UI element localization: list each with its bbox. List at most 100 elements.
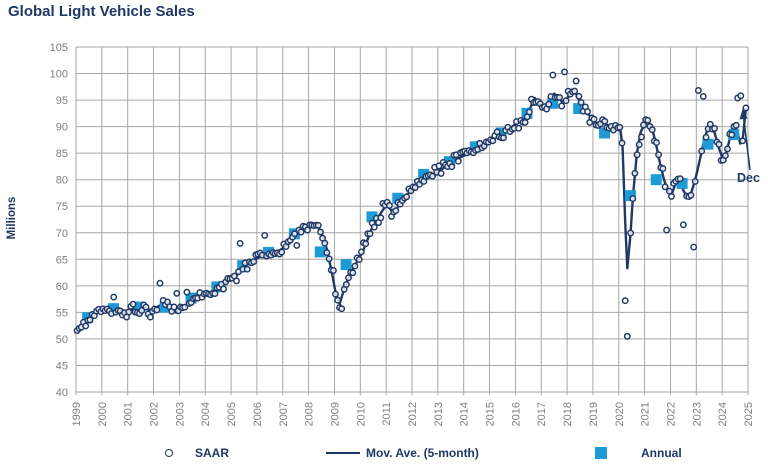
svg-text:2000: 2000 — [97, 402, 109, 426]
saar-point — [601, 117, 609, 125]
svg-text:55: 55 — [56, 307, 68, 319]
saar-point — [156, 279, 164, 287]
svg-text:2003: 2003 — [174, 402, 186, 426]
svg-text:80: 80 — [56, 175, 68, 187]
saar-point — [370, 223, 378, 231]
annual-square-icon — [595, 447, 607, 459]
annual-point — [237, 260, 249, 272]
saar-point — [702, 133, 710, 141]
svg-text:2016: 2016 — [510, 402, 522, 426]
saar-point — [687, 191, 695, 199]
saar-point — [291, 230, 299, 238]
svg-text:75: 75 — [56, 201, 68, 213]
svg-text:65: 65 — [56, 254, 68, 266]
saar-point — [435, 162, 443, 170]
saar-point — [584, 108, 591, 116]
saar-point — [739, 137, 747, 145]
saar-point — [577, 98, 585, 106]
legend-label-annual: Annual — [641, 446, 682, 460]
saar-point — [679, 221, 687, 229]
saar-point — [338, 305, 346, 313]
saar-point — [243, 265, 251, 273]
annual-point — [392, 192, 404, 204]
saar-point — [317, 228, 324, 236]
svg-text:90: 90 — [56, 122, 68, 134]
saar-point — [211, 290, 219, 298]
saar-point — [648, 126, 656, 134]
svg-text:2011: 2011 — [381, 402, 393, 426]
annual-point — [650, 174, 662, 186]
saar-point — [366, 230, 374, 238]
saar-point — [173, 289, 181, 297]
svg-text:95: 95 — [56, 95, 68, 107]
saar-point — [220, 285, 227, 293]
saar-point — [661, 183, 669, 191]
saar-point — [142, 303, 150, 311]
saar-point — [590, 115, 598, 123]
saar-point — [521, 118, 529, 126]
svg-text:2012: 2012 — [407, 402, 419, 426]
svg-text:1999: 1999 — [71, 402, 83, 426]
saar-point — [342, 281, 350, 288]
annual-point — [573, 103, 585, 115]
saar-point — [82, 322, 90, 330]
saar-circle-icon — [165, 449, 173, 457]
svg-text:2023: 2023 — [691, 402, 703, 426]
saar-point — [724, 145, 731, 153]
saar-point — [668, 192, 675, 200]
saar-point — [355, 256, 363, 264]
saar-point — [676, 175, 684, 183]
saar-point — [437, 169, 445, 177]
svg-text:2014: 2014 — [459, 402, 471, 426]
saar-point — [349, 269, 357, 277]
annual-point — [599, 127, 611, 139]
saar-point — [629, 195, 637, 203]
svg-text:70: 70 — [56, 228, 68, 240]
legend-item-saar: SAAR — [165, 446, 229, 460]
saar-point — [325, 255, 333, 263]
axis-ticks — [75, 392, 749, 395]
svg-text:2007: 2007 — [278, 402, 290, 426]
saar-point — [411, 184, 419, 191]
saar-point — [377, 214, 385, 222]
dec-annotation-label: Dec — [737, 171, 760, 185]
saar-point — [181, 303, 189, 311]
saar-point — [125, 308, 133, 316]
annual-point — [676, 177, 688, 189]
svg-text:2008: 2008 — [304, 402, 316, 426]
svg-text:2013: 2013 — [433, 402, 445, 426]
saar-point — [86, 316, 94, 324]
saar-point — [515, 124, 523, 132]
saar-point — [278, 248, 286, 256]
saar-point — [732, 121, 740, 129]
annual-point — [107, 303, 119, 315]
saar-point — [690, 243, 698, 251]
saar-point — [448, 163, 456, 171]
svg-text:40: 40 — [56, 387, 68, 399]
mov-ave-line-icon — [326, 452, 360, 454]
saar-point — [621, 297, 629, 305]
saar-point — [153, 306, 161, 314]
saar-point — [146, 313, 154, 321]
saar-point — [525, 108, 533, 116]
annual-point — [133, 301, 145, 313]
saar-point — [500, 134, 507, 142]
saar-point — [721, 152, 729, 160]
saar-point — [635, 141, 643, 149]
svg-text:2009: 2009 — [329, 402, 341, 426]
saar-point — [323, 249, 331, 257]
saar-point — [623, 332, 631, 340]
saar-point — [644, 116, 652, 124]
x-tick-labels: 1999 2000 2001 2002 2003 2004 2005 2006 2007 2008… — [71, 402, 755, 426]
svg-text:2004: 2004 — [200, 402, 212, 426]
saar-point — [561, 68, 568, 76]
saar-point — [691, 177, 699, 185]
saar-point — [663, 226, 671, 234]
svg-text:2015: 2015 — [485, 402, 497, 426]
saar-point — [558, 102, 566, 110]
annual-point — [314, 246, 326, 258]
saar-point — [633, 151, 641, 159]
svg-text:2019: 2019 — [588, 402, 600, 426]
svg-text:2001: 2001 — [123, 402, 135, 426]
